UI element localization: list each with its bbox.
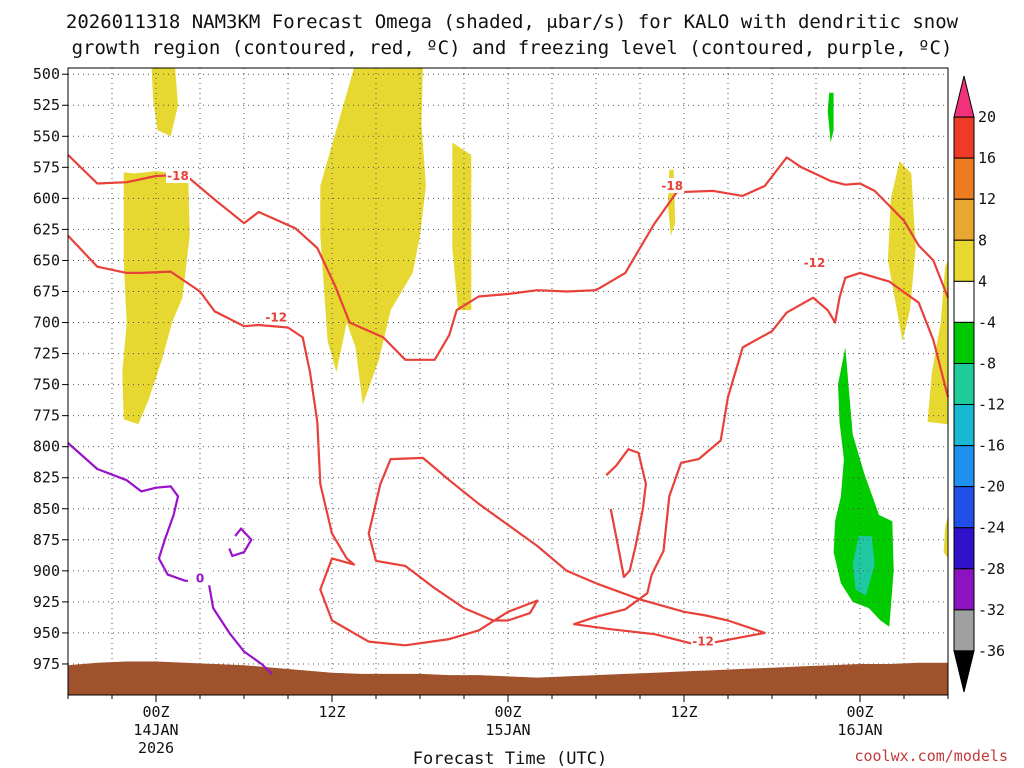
sink-green (827, 92, 834, 143)
uplift-yellow (943, 515, 948, 559)
y-axis-pressure: 500 525 550 575 600 625 650 675 700 725 750 775 800 8… (33, 65, 68, 673)
chart-title-line-1: 2026011318 NAM3KM Forecast Omega (shaded… (66, 11, 959, 33)
credit-watermark: coolwx.com/models (854, 747, 1008, 765)
y-tick-label: 725 (33, 345, 60, 363)
y-tick-label: 700 (33, 314, 60, 332)
ground-layer (68, 661, 948, 695)
colorbar-level-label: 4 (978, 272, 987, 290)
y-tick-label: 825 (33, 469, 60, 487)
x-tick-label-time: 00Z (846, 703, 873, 721)
omega-shading-layer (122, 68, 948, 627)
colorbar-level-label: -32 (978, 601, 1005, 619)
colorbar-level-label: -28 (978, 560, 1005, 578)
dgz-label-minus12-a: -12 (265, 311, 287, 325)
y-tick-label: 600 (33, 189, 60, 207)
colorbar-level-label: 16 (978, 149, 996, 167)
chart-title-line-2: growth region (contoured, red, ºC) and f… (72, 37, 953, 59)
x-tick-label-time: 12Z (318, 703, 345, 721)
colorbar-level-label: -20 (978, 478, 1005, 496)
colorbar-swatch (953, 321, 975, 364)
dgz-label-minus18-b: -18 (661, 179, 683, 193)
colorbar-legend: 20 16 12 8 4 -4 -8 -12 -16 -20 -24 -28 -32 -36 (953, 75, 1005, 693)
x-axis-title: Forecast Time (UTC) (413, 749, 607, 768)
colorbar-swatch (953, 609, 975, 652)
dgz-minus12-line (67, 234, 950, 647)
uplift-yellow (320, 68, 426, 405)
contour-layer: -18 -18 -12 -12 -12 0 (67, 154, 950, 675)
x-tick-label-date: 14JAN (133, 721, 178, 739)
y-tick-label: 950 (33, 624, 60, 642)
y-tick-label: 975 (33, 655, 60, 673)
y-tick-label: 875 (33, 531, 60, 549)
x-tick-label-time: 12Z (670, 703, 697, 721)
colorbar-level-label: -8 (978, 354, 996, 372)
grid-lines (67, 68, 949, 695)
y-tick-label: 575 (33, 158, 60, 176)
freezing-label-0: 0 (196, 571, 204, 585)
uplift-yellow (452, 142, 472, 311)
plot-area: -18 -18 -12 -12 -12 0 (67, 67, 950, 696)
dgz-label-minus18-b-bg (660, 177, 685, 193)
colorbar-level-label: -36 (978, 642, 1005, 660)
y-tick-label: 925 (33, 593, 60, 611)
y-tick-label: 675 (33, 282, 60, 300)
x-tick-label-year: 2026 (138, 739, 174, 757)
colorbar-level-label: 12 (978, 190, 996, 208)
y-tick-label: 550 (33, 127, 60, 145)
dgz-label-minus12-b-bg (802, 254, 827, 270)
y-tick-label: 850 (33, 500, 60, 518)
colorbar-swatch (953, 650, 975, 693)
colorbar-level-label: -12 (978, 396, 1005, 414)
dgz-label-minus12-b: -12 (804, 256, 826, 270)
y-tick-label: 750 (33, 376, 60, 394)
colorbar-level-label: -24 (978, 519, 1005, 537)
x-tick-label-time: 00Z (494, 703, 521, 721)
colorbar-swatch (953, 486, 975, 529)
dgz-minus12-loop (605, 448, 647, 579)
colorbar-level-label: 20 (978, 108, 996, 126)
colorbar-swatch (953, 527, 975, 570)
y-tick-label: 775 (33, 407, 60, 425)
freezing-level-loop (228, 527, 253, 557)
y-tick-label: 500 (33, 65, 60, 83)
colorbar-swatch (953, 116, 975, 159)
uplift-yellow (927, 260, 948, 425)
colorbar-swatch (953, 362, 975, 406)
freezing-label-0-bg (188, 570, 212, 586)
colorbar-level-label: -16 (978, 437, 1005, 455)
colorbar-swatch (953, 445, 975, 488)
y-tick-label: 900 (33, 562, 60, 580)
colorbar-swatch (953, 568, 975, 611)
x-tick-label-date: 15JAN (485, 721, 530, 739)
colorbar-swatch (953, 75, 975, 118)
x-tick-label-time: 00Z (142, 703, 169, 721)
uplift-yellow (151, 68, 178, 137)
colorbar-level-label: 8 (978, 231, 987, 249)
y-tick-label: 525 (33, 96, 60, 114)
dgz-label-minus18-a-bg (166, 168, 190, 184)
sink-teal (852, 536, 875, 596)
dgz-label-minus12-c-bg (691, 633, 716, 649)
y-tick-label: 800 (33, 438, 60, 456)
dgz-label-minus18-a: -18 (167, 169, 189, 183)
colorbar-swatch (953, 404, 975, 447)
sink-green (833, 347, 894, 627)
colorbar-swatch (953, 157, 975, 200)
colorbar-level-label: -4 (978, 313, 996, 331)
colorbar-swatch (953, 239, 975, 282)
dgz-minus18-line (67, 154, 950, 361)
colorbar-swatch (953, 198, 975, 241)
dgz-label-minus12-a-bg (264, 309, 289, 325)
colorbar-swatch (953, 280, 975, 323)
dgz-label-minus12-c: -12 (692, 635, 714, 649)
ground-terrain (68, 661, 948, 695)
plot-background (68, 68, 948, 695)
y-tick-label: 625 (33, 220, 60, 238)
uplift-yellow (122, 171, 190, 425)
freezing-level-line (67, 442, 273, 675)
y-tick-label: 650 (33, 251, 60, 269)
x-tick-label-date: 16JAN (837, 721, 882, 739)
